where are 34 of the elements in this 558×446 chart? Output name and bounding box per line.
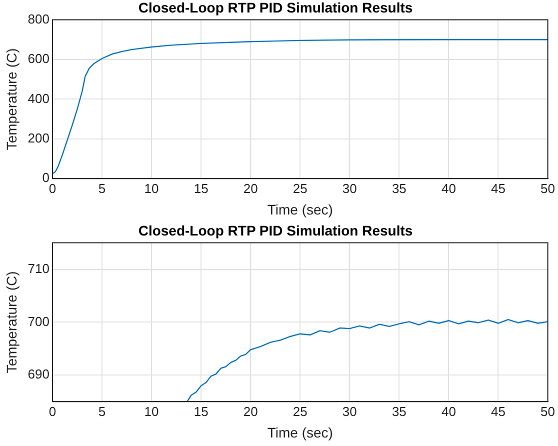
x-tick-label: 40 xyxy=(441,404,456,419)
x-tick-label: 45 xyxy=(491,180,506,196)
y-tick-label: 710 xyxy=(28,260,50,276)
x-tick-label: 40 xyxy=(441,180,456,196)
x-tick-label: 5 xyxy=(98,180,106,196)
x-tick-label: 25 xyxy=(292,180,308,196)
x-tick-label: 25 xyxy=(292,404,308,419)
y-tick-label: 700 xyxy=(28,314,50,329)
x-tick-label: 10 xyxy=(144,404,159,419)
x-tick-label: 15 xyxy=(194,404,208,419)
x-axis-title: Time (sec) xyxy=(267,201,333,218)
y-tick-label: 600 xyxy=(28,51,50,66)
x-tick-label: 10 xyxy=(144,180,159,196)
y-tick-label: 0 xyxy=(42,170,50,186)
x-tick-label: 5 xyxy=(98,404,106,419)
chart-title: Closed-Loop RTP PID Simulation Results xyxy=(138,222,413,238)
y-tick-label: 200 xyxy=(28,130,50,146)
x-tick-label: 15 xyxy=(194,180,208,196)
x-tick-label: 35 xyxy=(392,180,406,196)
y-tick-label: 690 xyxy=(28,366,50,382)
y-axis-title: Temperature (C) xyxy=(3,271,20,374)
x-tick-label: 45 xyxy=(491,404,506,419)
x-tick-label: 50 xyxy=(540,404,556,419)
chart-title: Closed-Loop RTP PID Simulation Results xyxy=(138,0,413,16)
x-tick-label: 20 xyxy=(243,180,258,196)
x-tick-label: 20 xyxy=(243,404,258,419)
x-tick-label: 30 xyxy=(342,180,357,196)
y-tick-label: 800 xyxy=(28,11,50,26)
y-axis-title: Temperature (C) xyxy=(3,48,20,150)
x-tick-label: 50 xyxy=(540,180,556,196)
x-axis-title: Time (sec) xyxy=(267,424,333,440)
y-tick-label: 400 xyxy=(28,90,50,106)
x-tick-label: 30 xyxy=(342,404,357,419)
x-tick-label: 35 xyxy=(392,404,406,419)
